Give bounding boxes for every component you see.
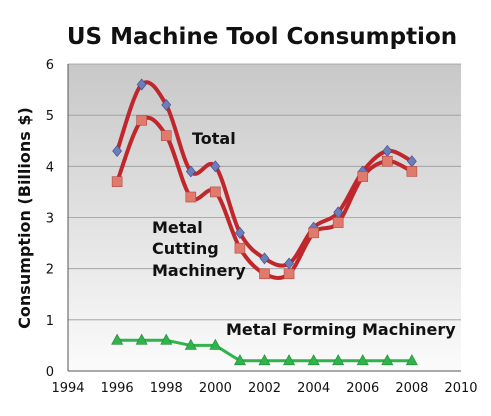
annotation-cutting-line2: Cutting — [152, 239, 219, 258]
marker-s2-2 — [160, 333, 173, 345]
y-tick-label-0: 0 — [46, 365, 54, 380]
x-tick-labels: 1994 1996 1998 2000 2002 2004 2006 2008 2010 — [51, 381, 477, 396]
y-tick-label-6: 6 — [46, 58, 54, 73]
marker-s2-3 — [184, 338, 197, 350]
marker-s2-4 — [209, 338, 222, 350]
x-tick-label-1: 1996 — [101, 381, 134, 396]
x-tick-label-7: 2008 — [395, 381, 428, 396]
marker-s1-9 — [332, 217, 344, 228]
marker-s1-10 — [357, 171, 369, 182]
marker-s1-1 — [136, 114, 147, 126]
marker-s1-7 — [283, 268, 295, 280]
marker-layer — [111, 78, 418, 366]
marker-s2-10 — [356, 354, 369, 366]
marker-s0-2 — [161, 98, 172, 111]
x-tick-label-4: 2002 — [248, 381, 281, 396]
chart-title: US Machine Tool Consumption — [67, 24, 457, 50]
marker-s1-6 — [259, 268, 270, 280]
marker-s0-1 — [136, 78, 147, 91]
marker-s0-3 — [185, 165, 196, 178]
x-tick-label-8: 2010 — [444, 381, 477, 396]
marker-s2-6 — [258, 354, 271, 366]
x-tick-label-3: 2000 — [199, 381, 232, 396]
marker-s2-9 — [332, 354, 345, 366]
x-tick-label-6: 2006 — [346, 381, 379, 396]
marker-s1-5 — [234, 242, 246, 254]
annotation-forming: Metal Forming Machinery — [226, 320, 456, 339]
marker-s2-8 — [307, 354, 320, 366]
annotation-cutting-line1: Metal — [152, 218, 203, 237]
y-tick-label-3: 3 — [46, 212, 54, 227]
marker-s1-2 — [160, 130, 172, 141]
marker-s1-4 — [210, 186, 221, 198]
marker-s0-5 — [235, 226, 245, 239]
y-tick-label-1: 1 — [46, 314, 54, 329]
annotation-total: Total — [192, 129, 236, 148]
marker-s0-4 — [210, 160, 221, 173]
x-tick-label-2: 1998 — [150, 381, 183, 396]
marker-s1-11 — [382, 155, 393, 167]
marker-s2-7 — [283, 354, 296, 366]
marker-s1-3 — [185, 191, 197, 203]
axes — [67, 64, 461, 372]
marker-s1-8 — [308, 227, 319, 239]
x-tick-label-5: 2004 — [297, 381, 330, 396]
y-tick-label-2: 2 — [46, 263, 54, 278]
marker-s1-0 — [111, 176, 123, 187]
marker-s2-12 — [405, 354, 418, 366]
marker-s1-12 — [406, 166, 418, 177]
y-tick-label-5: 5 — [46, 109, 54, 124]
annotation-cutting-line3: Machinery — [152, 261, 246, 280]
y-axis-label: Consumption (Billions $) — [15, 107, 34, 329]
marker-s0-0 — [112, 145, 123, 157]
marker-s2-0 — [111, 333, 124, 345]
marker-s2-5 — [233, 354, 246, 366]
x-tick-label-0: 1994 — [51, 381, 84, 396]
y-tick-labels: 0 1 2 3 4 5 6 — [46, 58, 54, 380]
marker-s0-6 — [259, 252, 270, 265]
y-tick-label-4: 4 — [46, 160, 54, 175]
marker-s2-11 — [381, 354, 394, 366]
marker-s2-1 — [135, 333, 148, 345]
